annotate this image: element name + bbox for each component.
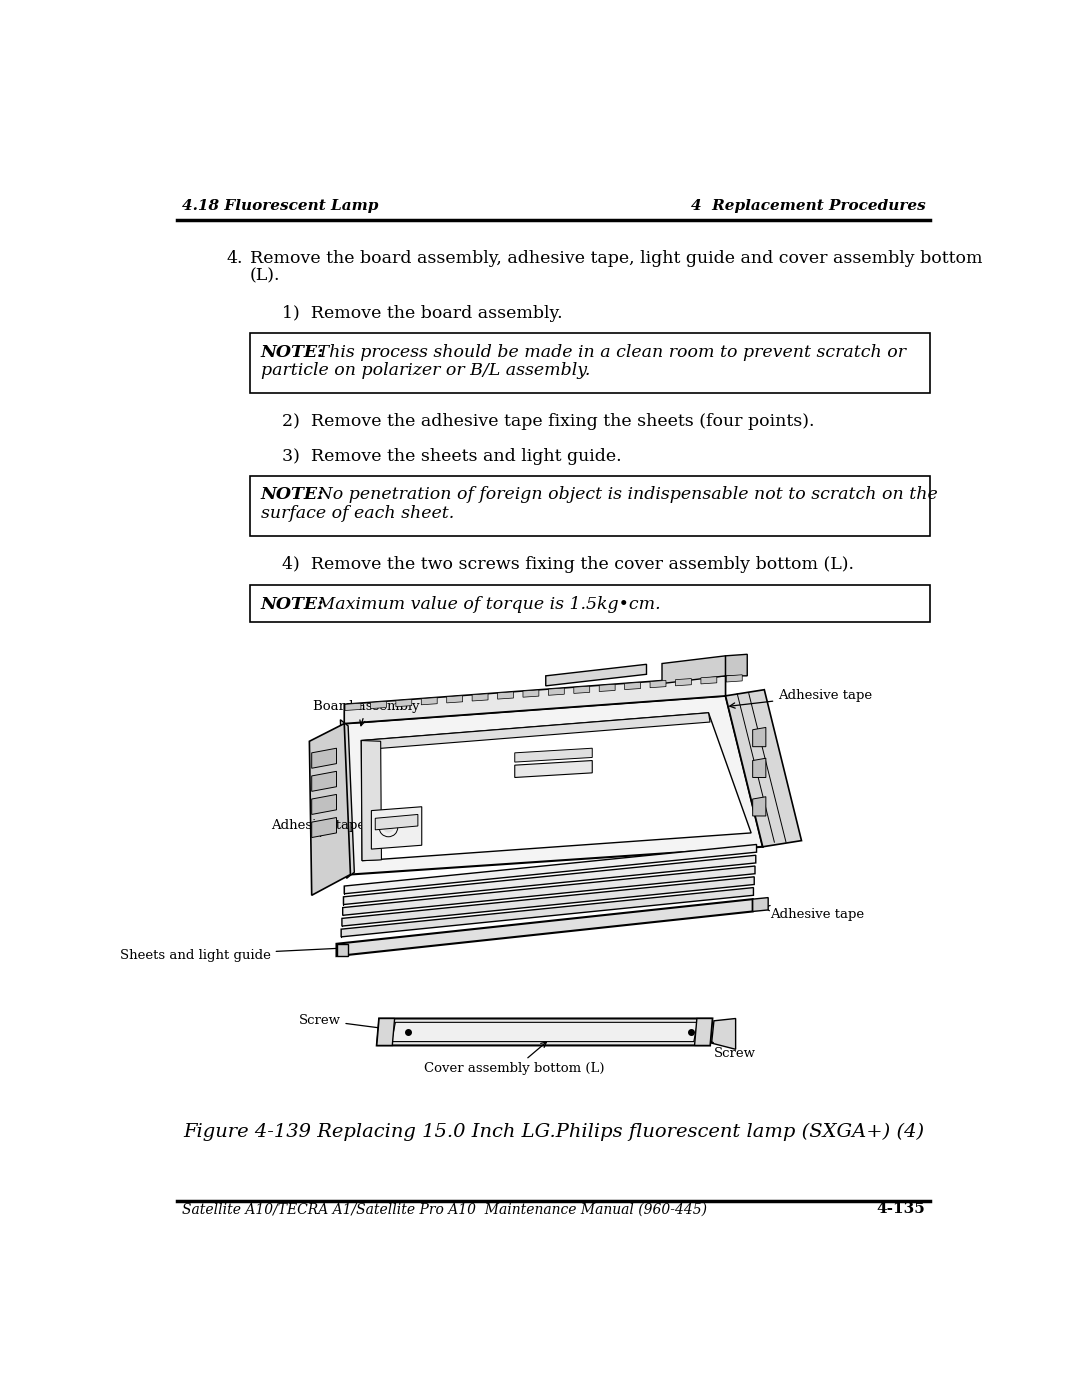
Polygon shape: [309, 724, 350, 895]
Text: surface of each sheet.: surface of each sheet.: [260, 504, 454, 522]
Polygon shape: [573, 686, 590, 693]
Polygon shape: [312, 817, 337, 838]
Text: NOTE:: NOTE:: [260, 344, 324, 360]
Polygon shape: [337, 944, 348, 956]
Text: 3)  Remove the sheets and light guide.: 3) Remove the sheets and light guide.: [282, 448, 622, 465]
Text: Adhesive tape: Adhesive tape: [765, 905, 865, 921]
Text: particle on polarizer or B/L assembly.: particle on polarizer or B/L assembly.: [260, 362, 590, 380]
Circle shape: [383, 823, 393, 833]
Polygon shape: [362, 712, 751, 861]
Polygon shape: [624, 682, 640, 690]
Polygon shape: [727, 675, 742, 682]
Text: Double-sided tape: Double-sided tape: [557, 739, 689, 763]
Polygon shape: [753, 898, 768, 911]
Polygon shape: [345, 703, 361, 711]
Polygon shape: [549, 689, 564, 696]
Polygon shape: [694, 1018, 713, 1045]
Text: 4.18 Fluorescent Lamp: 4.18 Fluorescent Lamp: [181, 198, 378, 212]
Text: Remove the board assembly, adhesive tape, light guide and cover assembly bottom: Remove the board assembly, adhesive tape…: [249, 250, 982, 267]
Bar: [249, 585, 930, 622]
Text: No penetration of foreign object is indispensable not to scratch on the: No penetration of foreign object is indi…: [312, 486, 937, 503]
Bar: [249, 475, 930, 535]
Polygon shape: [341, 887, 754, 937]
Polygon shape: [712, 1018, 735, 1049]
Polygon shape: [662, 655, 726, 683]
Polygon shape: [753, 796, 766, 816]
Polygon shape: [342, 866, 755, 915]
Text: Board assembly: Board assembly: [313, 700, 420, 725]
Polygon shape: [370, 701, 387, 708]
Polygon shape: [377, 1018, 394, 1045]
Polygon shape: [337, 900, 753, 956]
Text: NOTE:: NOTE:: [260, 595, 324, 613]
Polygon shape: [345, 676, 726, 724]
Polygon shape: [675, 679, 691, 686]
Bar: [249, 334, 930, 393]
Polygon shape: [342, 877, 754, 926]
Polygon shape: [343, 855, 756, 904]
Text: Screw: Screw: [694, 1034, 756, 1060]
Polygon shape: [372, 806, 422, 849]
Text: 4.: 4.: [227, 250, 243, 267]
Polygon shape: [396, 700, 411, 707]
Polygon shape: [515, 760, 592, 778]
Polygon shape: [701, 676, 717, 685]
Polygon shape: [447, 696, 462, 703]
Polygon shape: [472, 694, 488, 701]
Polygon shape: [392, 1023, 698, 1042]
Text: Cover assembly bottom (L): Cover assembly bottom (L): [424, 1042, 605, 1076]
Polygon shape: [312, 795, 337, 814]
Text: (L).: (L).: [249, 268, 280, 285]
Text: Adhesive tape: Adhesive tape: [730, 689, 873, 708]
Text: 4  Replacement Procedures: 4 Replacement Procedures: [691, 198, 926, 212]
Text: Satellite A10/TECRA A1/Satellite Pro A10  Maintenance Manual (960-445): Satellite A10/TECRA A1/Satellite Pro A10…: [181, 1203, 706, 1217]
Text: Sheets and light guide: Sheets and light guide: [120, 946, 348, 963]
Polygon shape: [362, 712, 710, 750]
Polygon shape: [362, 740, 381, 861]
Text: Adhesive tape: Adhesive tape: [364, 756, 458, 782]
Text: Figure 4-139 Replacing 15.0 Inch LG.Philips fluorescent lamp (SXGA+) (4): Figure 4-139 Replacing 15.0 Inch LG.Phil…: [183, 1122, 924, 1141]
Text: 4)  Remove the two screws fixing the cover assembly bottom (L).: 4) Remove the two screws fixing the cove…: [282, 556, 854, 574]
Polygon shape: [312, 749, 337, 768]
Polygon shape: [312, 771, 337, 791]
Polygon shape: [726, 690, 801, 847]
Text: Maximum value of torque is 1.5kg•cm.: Maximum value of torque is 1.5kg•cm.: [312, 595, 660, 613]
Polygon shape: [345, 844, 757, 894]
Polygon shape: [515, 749, 592, 763]
Text: NOTE:: NOTE:: [260, 486, 324, 503]
Polygon shape: [523, 690, 539, 697]
Polygon shape: [375, 814, 418, 830]
Polygon shape: [753, 728, 766, 746]
Text: Screw: Screw: [298, 1014, 404, 1032]
Polygon shape: [753, 759, 766, 778]
Polygon shape: [726, 654, 747, 676]
Text: 4-135: 4-135: [877, 1203, 926, 1217]
Polygon shape: [421, 697, 437, 705]
Polygon shape: [545, 665, 647, 686]
Polygon shape: [345, 696, 762, 875]
Text: 2)  Remove the adhesive tape fixing the sheets (four points).: 2) Remove the adhesive tape fixing the s…: [282, 412, 814, 429]
Text: 1)  Remove the board assembly.: 1) Remove the board assembly.: [282, 305, 563, 321]
Polygon shape: [650, 680, 666, 687]
Polygon shape: [377, 1018, 713, 1045]
Text: Adhesive tape: Adhesive tape: [271, 820, 365, 837]
Polygon shape: [340, 719, 354, 879]
Polygon shape: [498, 692, 513, 698]
Text: Double-sided tape: Double-sided tape: [399, 820, 527, 833]
Polygon shape: [599, 685, 616, 692]
Text: This process should be made in a clean room to prevent scratch or: This process should be made in a clean r…: [312, 344, 906, 360]
